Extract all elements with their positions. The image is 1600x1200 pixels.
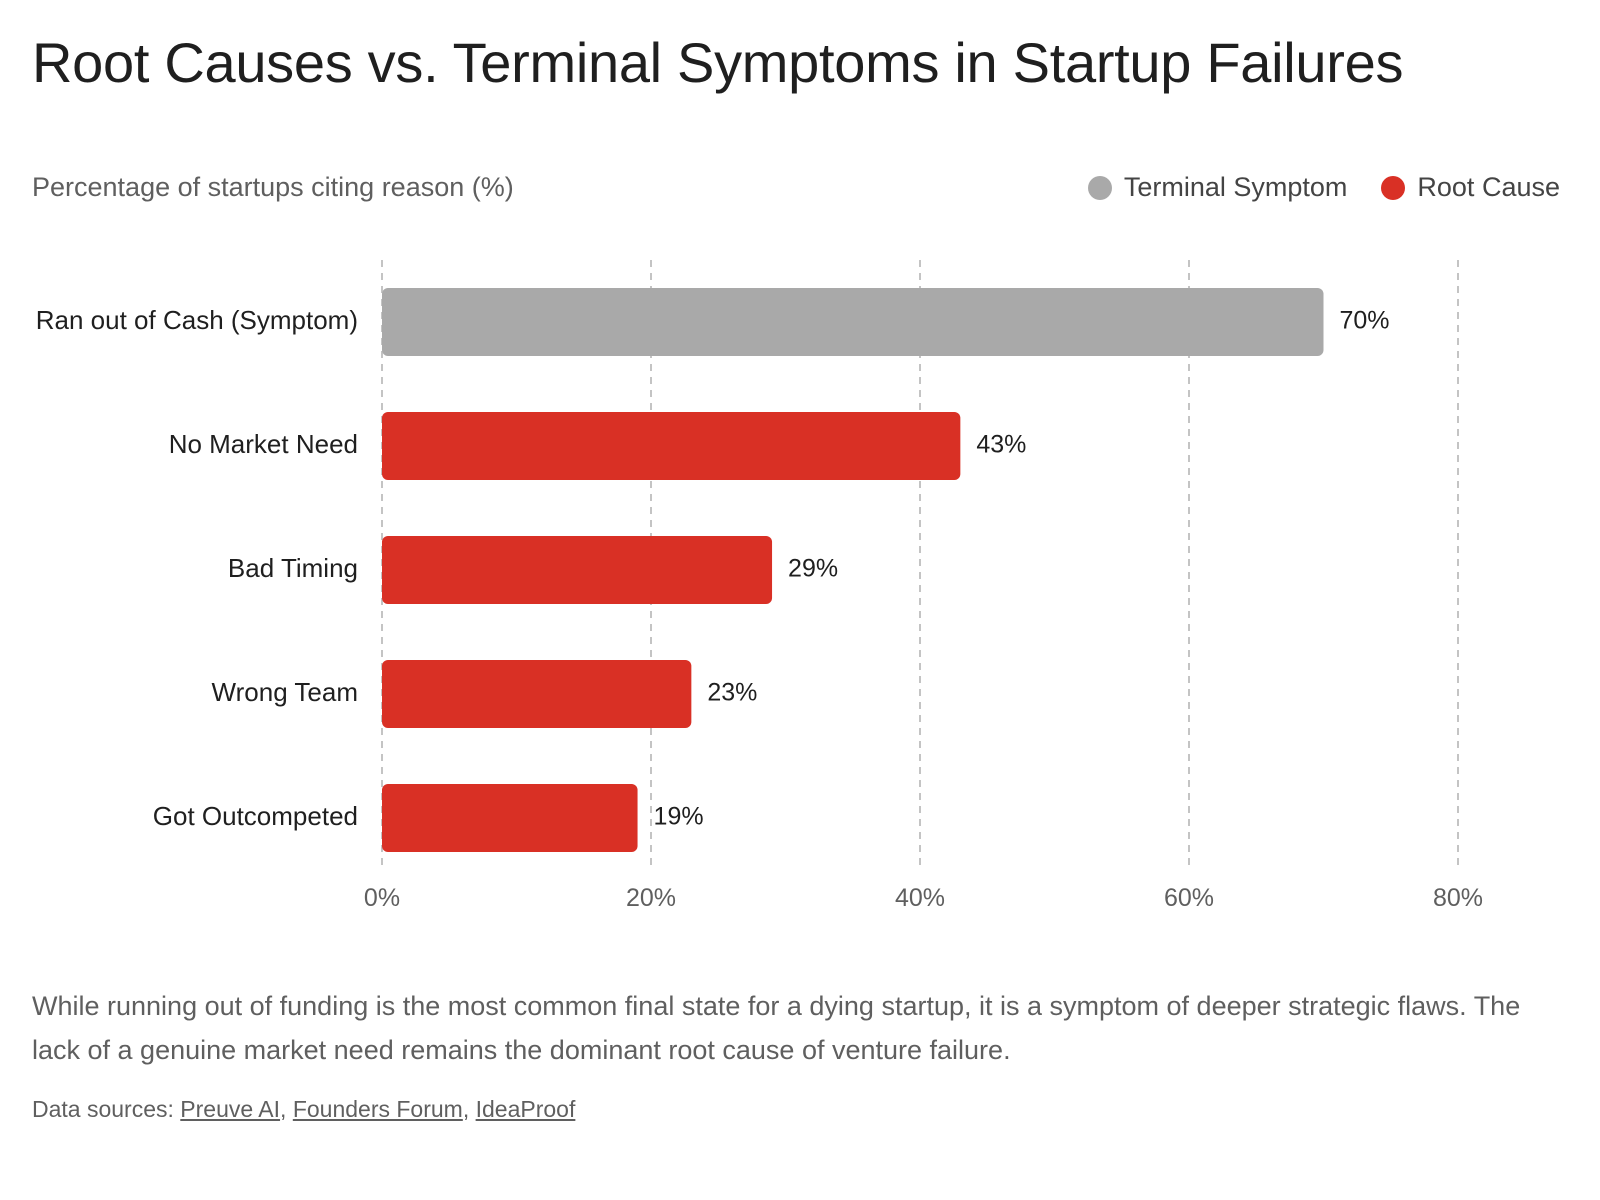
bar (382, 536, 773, 604)
bar-layer (382, 288, 1324, 852)
bar (382, 784, 638, 852)
legend-label-terminal-symptom: Terminal Symptom (1123, 172, 1348, 202)
value-label: 29% (788, 555, 838, 583)
chart-subtitle: Percentage of startups citing reason (%) (32, 172, 514, 202)
tick-layer: 0% 20% 40% 60% 80% (364, 884, 1483, 912)
x-tick-label: 80% (1433, 884, 1483, 912)
value-label: 23% (707, 679, 757, 707)
category-label: Got Outcompeted (153, 801, 358, 831)
label-layer: Ran out of Cash (Symptom) 70% No Market Ne… (36, 305, 1390, 831)
source-link-founders-forum[interactable]: Founders Forum (292, 1096, 463, 1122)
category-label: No Market Need (169, 429, 358, 459)
x-tick-label: 40% (895, 884, 945, 912)
sources-separator: , (280, 1096, 293, 1122)
legend-item-root-cause: Root Cause (1381, 172, 1560, 203)
category-label: Ran out of Cash (Symptom) (36, 305, 358, 335)
legend-item-terminal-symptom: Terminal Symptom (1087, 172, 1348, 203)
value-label: 70% (1340, 307, 1390, 335)
legend: Terminal Symptom Root Cause (1054, 172, 1560, 203)
data-sources: Data sources: Preuve AI, Founders Forum,… (32, 1096, 575, 1123)
bar (382, 412, 961, 480)
chart-description: While running out of funding is the most… (32, 991, 1521, 1065)
x-tick-label: 60% (1164, 884, 1214, 912)
source-link-ideaproof[interactable]: IdeaProof (475, 1096, 576, 1122)
category-label: Bad Timing (228, 553, 358, 583)
value-label: 19% (654, 803, 704, 831)
source-link-preuve-ai[interactable]: Preuve AI (180, 1096, 281, 1122)
chart-title: Root Causes vs. Terminal Symptoms in Sta… (32, 31, 1404, 94)
sources-prefix: Data sources: (32, 1096, 174, 1122)
bar (382, 660, 692, 728)
category-label: Wrong Team (212, 677, 358, 707)
value-label: 43% (976, 431, 1026, 459)
legend-swatch-root-cause (1381, 175, 1406, 200)
x-tick-label: 0% (364, 884, 400, 912)
legend-label-root-cause: Root Cause (1417, 172, 1560, 202)
sources-separator: , (462, 1096, 476, 1122)
bar (382, 288, 1324, 356)
x-tick-label: 20% (626, 884, 676, 912)
bar-chart: Ran out of Cash (Symptom) 70% No Market Ne… (36, 260, 1483, 912)
legend-swatch-terminal-symptom (1087, 175, 1112, 200)
